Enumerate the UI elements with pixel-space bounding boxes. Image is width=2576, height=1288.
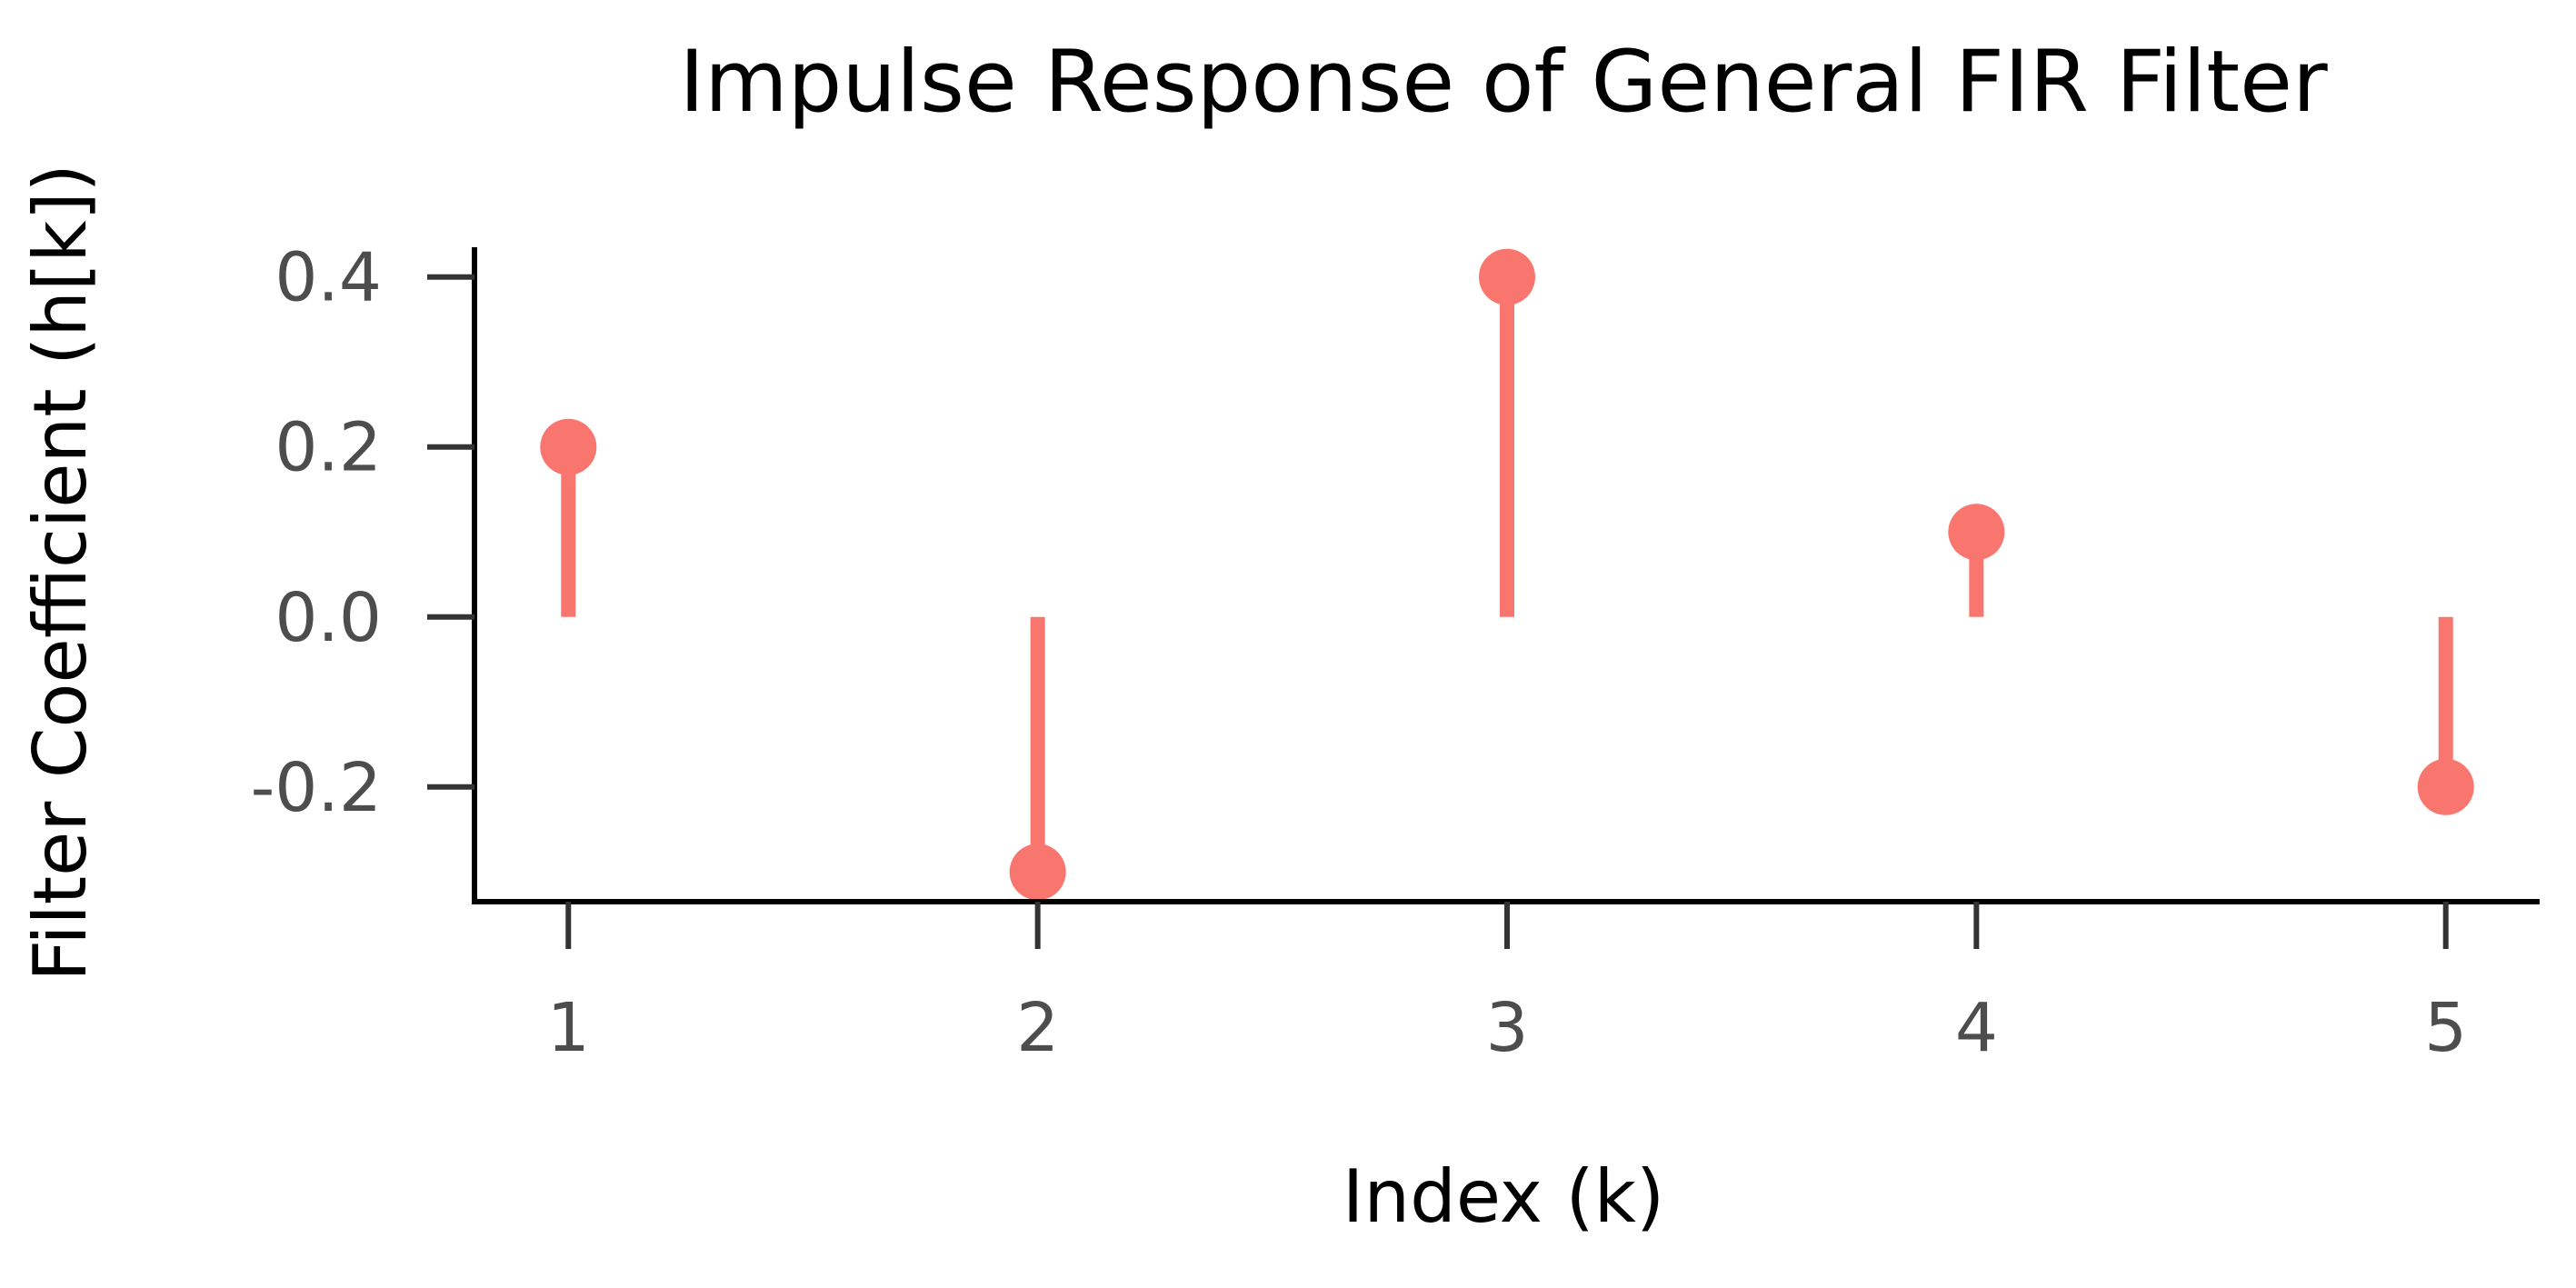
x-tick-label: 4 (1955, 989, 1998, 1067)
x-tick-label: 1 (547, 989, 590, 1067)
x-tick-label: 3 (1485, 989, 1528, 1067)
x-axis-label: Index (k) (1343, 1154, 1664, 1239)
stem-marker-2 (1009, 844, 1066, 901)
x-axis-ticks: 1 2 3 4 5 (547, 902, 2467, 1067)
stem-series (540, 248, 2474, 901)
x-tick-label: 5 (2424, 989, 2467, 1067)
chart-title: Impulse Response of General FIR Filter (679, 33, 2328, 132)
y-tick-label: 0.0 (275, 579, 382, 657)
stem-marker-5 (2417, 758, 2474, 815)
y-tick-label: -0.2 (251, 749, 382, 827)
x-tick-label: 2 (1016, 989, 1059, 1067)
stem-marker-4 (1948, 504, 2005, 561)
y-tick-label: 0.4 (275, 239, 382, 317)
y-axis-ticks: 0.4 0.2 0.0 -0.2 (251, 239, 474, 827)
y-tick-label: 0.2 (275, 409, 382, 487)
stem-marker-3 (1479, 248, 1535, 305)
stem-marker-1 (540, 418, 597, 475)
y-axis-label: Filter Coefficient (h[k]) (18, 164, 103, 982)
